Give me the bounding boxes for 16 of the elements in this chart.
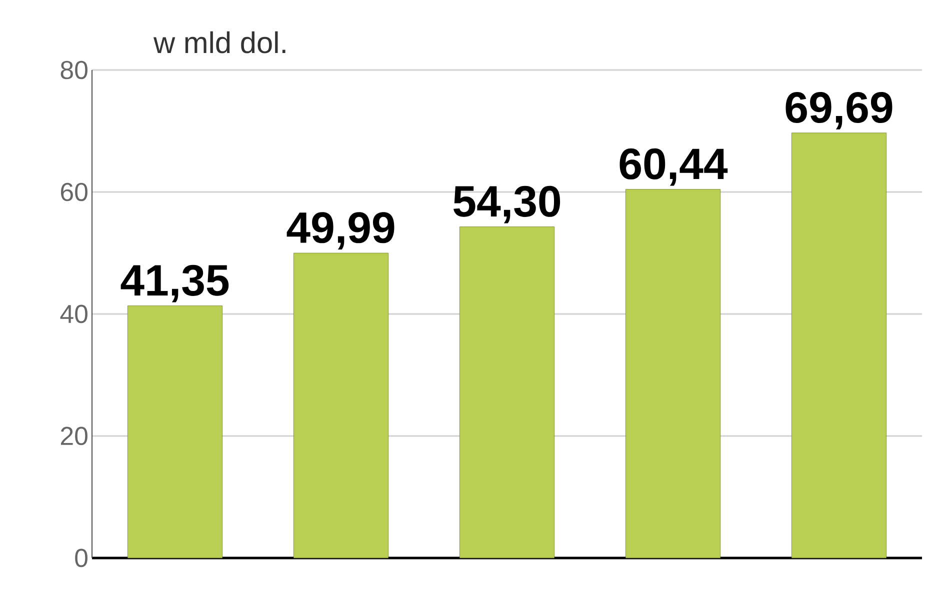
data-label: 49,99 xyxy=(286,212,394,250)
data-label: 69,69 xyxy=(786,92,892,130)
bar xyxy=(791,132,887,558)
y-tick-label: 60 xyxy=(60,182,88,202)
y-tick-label: 80 xyxy=(60,60,88,80)
y-tick-label: 40 xyxy=(60,304,88,324)
data-label: 41,35 xyxy=(120,264,229,302)
data-label: 54,30 xyxy=(454,186,560,224)
bar xyxy=(626,189,721,558)
data-label: 60,44 xyxy=(620,148,728,186)
bar xyxy=(128,306,223,558)
chart-title: w mld dol. xyxy=(153,31,286,54)
bar xyxy=(294,252,389,558)
y-tick-label: 20 xyxy=(60,426,88,446)
bar xyxy=(459,226,555,558)
y-tick-label: 0 xyxy=(75,548,88,568)
